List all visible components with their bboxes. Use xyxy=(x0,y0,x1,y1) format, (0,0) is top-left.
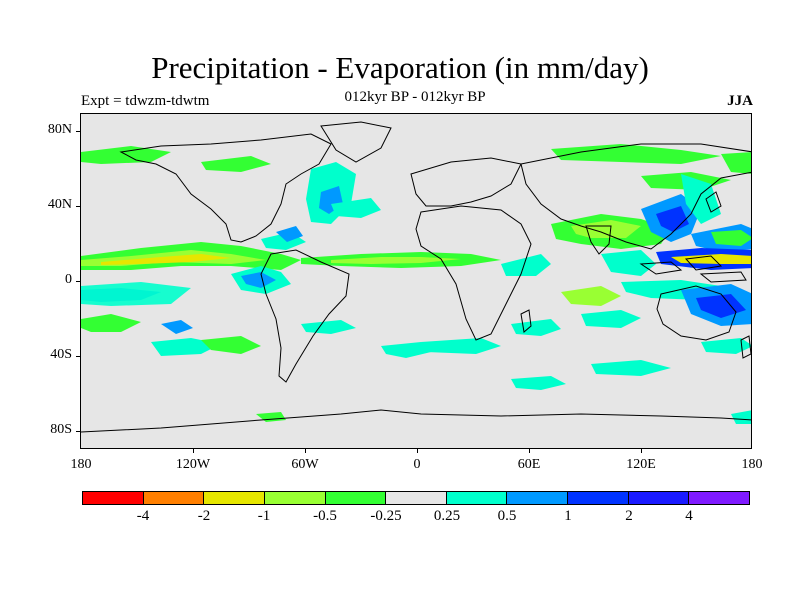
lat-label-80s: 80S xyxy=(50,422,72,437)
colorbar-label: -1 xyxy=(257,508,271,524)
lat-label-0: 0 xyxy=(65,272,72,287)
lat-tick xyxy=(76,431,80,432)
season-label: JJA xyxy=(727,93,753,109)
colorbar xyxy=(82,491,750,505)
lon-label-180e: 180 xyxy=(741,457,763,472)
lon-label-0: 0 xyxy=(413,457,421,472)
world-map xyxy=(80,113,752,449)
lat-label-40s: 40S xyxy=(50,347,72,362)
colorbar-segment xyxy=(204,492,265,504)
lon-tick xyxy=(193,449,194,453)
colorbar-label: -2 xyxy=(197,508,211,524)
colorbar-label: 0.5 xyxy=(497,508,517,524)
colorbar-segment xyxy=(83,492,144,504)
colorbar-segment xyxy=(386,492,447,504)
colorbar-segment xyxy=(264,492,326,504)
experiment-label: Expt = tdwzm-tdwtm xyxy=(81,93,210,109)
lon-tick xyxy=(641,449,642,453)
colorbar-label: -0.5 xyxy=(313,508,337,524)
colorbar-label: 1 xyxy=(564,508,572,524)
lon-label-60w: 60W xyxy=(291,457,319,472)
colorbar-segment xyxy=(568,492,629,504)
colorbar-segment xyxy=(628,492,690,504)
lon-label-180w: 180 xyxy=(70,457,92,472)
lon-tick xyxy=(529,449,530,453)
map-subtitle: 012kyr BP - 012kyr BP xyxy=(344,89,486,105)
colorbar-segment xyxy=(446,492,508,504)
colorbar-segment xyxy=(143,492,205,504)
colorbar-label: 0.25 xyxy=(433,508,461,524)
lon-tick xyxy=(305,449,306,453)
anomaly-field xyxy=(81,121,751,433)
lat-tick xyxy=(76,131,80,132)
colorbar-label: -4 xyxy=(136,508,150,524)
lat-label-40n: 40N xyxy=(47,197,72,212)
lon-tick xyxy=(417,449,418,453)
colorbar-label: 4 xyxy=(685,508,693,524)
lat-tick xyxy=(76,356,80,357)
lat-tick xyxy=(76,206,80,207)
map-title: Precipitation - Evaporation (in mm/day) xyxy=(151,50,649,85)
lon-label-60e: 60E xyxy=(517,457,541,472)
colorbar-segment xyxy=(689,492,750,504)
colorbar-segment xyxy=(507,492,569,504)
lat-label-80n: 80N xyxy=(47,122,72,137)
lon-label-120e: 120E xyxy=(626,457,656,472)
colorbar-label: 2 xyxy=(625,508,633,524)
lat-tick xyxy=(76,281,80,282)
colorbar-label: -0.25 xyxy=(370,508,402,524)
colorbar-segment xyxy=(325,492,387,504)
lon-label-120w: 120W xyxy=(175,457,211,472)
